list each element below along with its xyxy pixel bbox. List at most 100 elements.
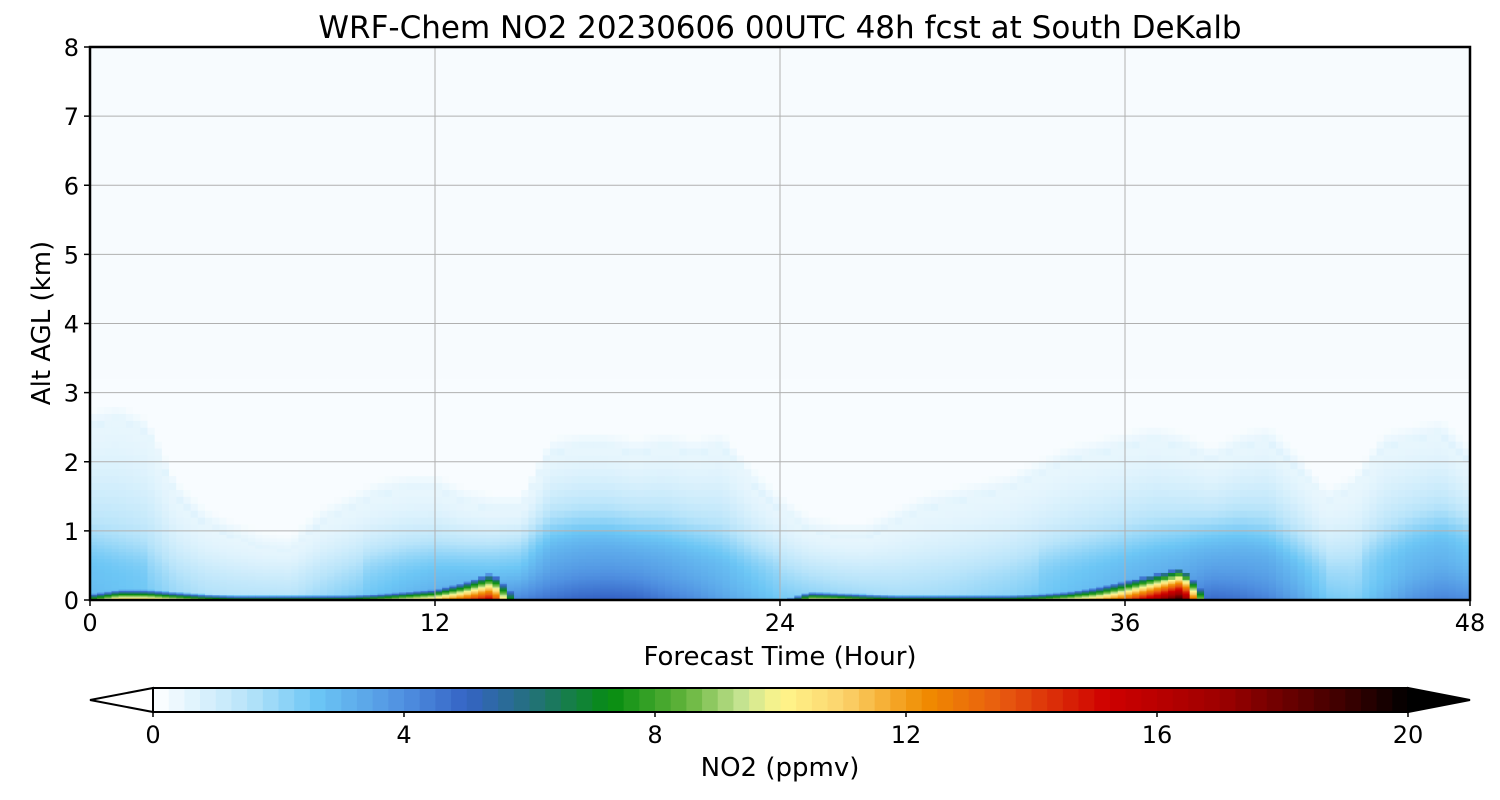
field-cell <box>413 475 422 484</box>
field-cell <box>384 597 393 600</box>
field-cell <box>284 530 292 535</box>
field-cell <box>614 461 623 470</box>
field-cell <box>219 420 228 428</box>
field-cell <box>550 588 558 591</box>
field-cell <box>125 454 134 463</box>
field-cell <box>729 593 738 596</box>
field-cell <box>650 489 659 497</box>
field-cell <box>758 406 767 414</box>
field-cell <box>140 558 149 563</box>
field-cell <box>190 595 199 598</box>
field-cell <box>291 548 300 553</box>
field-cell <box>499 555 508 560</box>
field-cell <box>377 582 386 585</box>
field-cell <box>420 413 429 421</box>
field-cell <box>320 427 328 435</box>
field-cell <box>521 584 530 587</box>
field-cell <box>435 551 443 556</box>
field-cell <box>219 392 228 401</box>
field-cell <box>621 588 630 591</box>
field-cell <box>133 584 141 587</box>
field-cell <box>585 555 594 560</box>
field-cell <box>219 517 228 525</box>
field-cell <box>492 399 501 408</box>
field-cell <box>629 534 637 539</box>
field-cell <box>391 496 400 504</box>
field-cell <box>90 584 98 587</box>
field-cell <box>751 588 760 591</box>
field-cell <box>672 468 680 477</box>
field-cell <box>212 475 220 484</box>
field-cell <box>485 590 494 593</box>
field-cell <box>772 503 781 511</box>
field-cell <box>557 595 565 598</box>
field-cell <box>657 597 666 600</box>
field-cell <box>305 541 314 546</box>
field-cell <box>506 568 515 573</box>
field-cell <box>686 537 695 542</box>
field-cell <box>470 461 479 470</box>
field-cell <box>542 427 551 435</box>
field-cell <box>291 586 300 589</box>
field-cell <box>125 523 134 532</box>
field-cell <box>154 544 163 549</box>
field-cell <box>226 537 235 542</box>
field-cell <box>355 548 364 553</box>
field-cell <box>413 517 422 525</box>
field-cell <box>420 427 429 435</box>
field-cell <box>118 582 127 585</box>
field-cell <box>341 597 350 600</box>
field-cell <box>722 496 731 504</box>
field-cell <box>169 454 177 463</box>
field-cell <box>435 530 443 535</box>
field-cell <box>729 406 738 414</box>
field-cell <box>528 489 537 497</box>
field-cell <box>391 427 400 435</box>
field-cell <box>284 544 292 549</box>
field-cell <box>578 597 587 600</box>
field-cell <box>269 565 278 570</box>
field-cell <box>233 406 242 414</box>
field-cell <box>384 580 393 583</box>
field-cell <box>593 530 601 535</box>
field-cell <box>341 572 350 577</box>
field-cell <box>514 575 522 580</box>
field-cell <box>147 378 156 387</box>
field-cell <box>161 434 170 442</box>
field-cell <box>528 392 537 401</box>
field-cell <box>729 588 738 591</box>
field-cell <box>729 461 738 470</box>
field-cell <box>772 489 781 497</box>
field-cell <box>751 582 760 585</box>
field-cell <box>341 454 350 463</box>
field-cell <box>305 482 314 490</box>
field-cell <box>700 468 709 477</box>
field-cell <box>686 575 695 580</box>
field-cell <box>399 588 407 591</box>
field-cell <box>729 441 738 449</box>
field-cell <box>147 530 156 535</box>
field-cell <box>104 588 113 591</box>
field-cell <box>399 586 407 589</box>
field-cell <box>391 568 400 573</box>
field-cell <box>700 441 709 449</box>
field-cell <box>485 561 494 567</box>
field-cell <box>700 580 709 583</box>
field-cell <box>269 420 278 428</box>
field-cell <box>435 482 443 490</box>
field-cell <box>499 517 508 525</box>
field-cell <box>650 420 659 428</box>
field-cell <box>320 572 328 577</box>
field-cell <box>399 537 407 542</box>
field-cell <box>240 420 249 428</box>
field-cell <box>478 555 486 560</box>
field-cell <box>693 510 702 518</box>
field-cell <box>744 541 752 546</box>
field-cell <box>298 575 307 580</box>
field-cell <box>758 584 767 587</box>
field-cell <box>370 541 379 546</box>
field-cell <box>240 510 249 518</box>
field-cell <box>643 378 652 387</box>
field-cell <box>693 548 702 553</box>
field-cell <box>205 420 213 428</box>
